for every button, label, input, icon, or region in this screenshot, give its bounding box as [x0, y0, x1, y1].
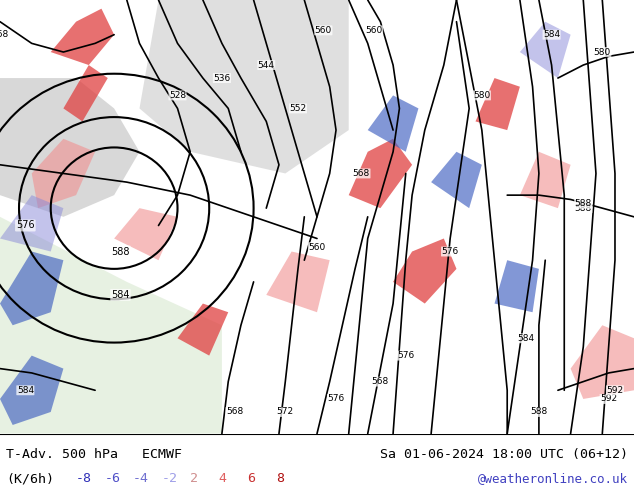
Text: 560: 560 [314, 26, 332, 35]
Polygon shape [520, 22, 571, 78]
Polygon shape [571, 325, 634, 399]
Polygon shape [431, 152, 482, 208]
Polygon shape [349, 139, 412, 208]
Text: 584: 584 [16, 386, 34, 395]
Text: 588: 588 [574, 199, 592, 208]
Polygon shape [520, 152, 571, 208]
Text: @weatheronline.co.uk: @weatheronline.co.uk [477, 472, 628, 486]
Text: 576: 576 [397, 351, 415, 360]
Text: -4: -4 [133, 472, 149, 486]
Text: 592: 592 [600, 394, 618, 403]
Text: 6: 6 [247, 472, 256, 486]
Polygon shape [495, 260, 539, 312]
Text: Sa 01-06-2024 18:00 UTC (06+12): Sa 01-06-2024 18:00 UTC (06+12) [380, 448, 628, 461]
Polygon shape [0, 356, 63, 425]
Text: 584: 584 [543, 30, 560, 39]
Text: 584: 584 [111, 290, 130, 300]
Text: 580: 580 [473, 91, 491, 100]
Text: 576: 576 [441, 247, 459, 256]
Polygon shape [114, 208, 178, 260]
Polygon shape [0, 217, 222, 434]
Polygon shape [178, 304, 228, 356]
Polygon shape [368, 96, 418, 152]
Text: 560: 560 [365, 26, 383, 35]
Polygon shape [0, 251, 63, 325]
Polygon shape [51, 9, 114, 65]
Text: 588: 588 [530, 408, 548, 416]
Text: -2: -2 [162, 472, 178, 486]
Polygon shape [63, 65, 108, 122]
Text: -6: -6 [105, 472, 120, 486]
Polygon shape [476, 78, 520, 130]
Polygon shape [32, 139, 95, 208]
Text: 584: 584 [517, 334, 535, 343]
Text: 2: 2 [190, 472, 198, 486]
Text: -8: -8 [76, 472, 92, 486]
Text: 544: 544 [258, 61, 275, 70]
Text: 576: 576 [327, 394, 345, 403]
Polygon shape [0, 78, 139, 217]
Polygon shape [0, 195, 63, 251]
Text: (K/6h): (K/6h) [6, 472, 55, 486]
Polygon shape [266, 251, 330, 312]
Text: 580: 580 [593, 48, 611, 56]
Text: 528: 528 [169, 91, 186, 100]
Text: 572: 572 [276, 408, 294, 416]
Polygon shape [139, 0, 349, 173]
Polygon shape [393, 239, 456, 304]
Text: T-Adv. 500 hPa   ECMWF: T-Adv. 500 hPa ECMWF [6, 448, 183, 461]
Text: 568: 568 [372, 377, 389, 386]
Text: 4: 4 [219, 472, 227, 486]
Text: 568: 568 [353, 169, 370, 178]
Text: 588: 588 [574, 204, 592, 213]
Text: 576: 576 [16, 220, 35, 230]
Text: 536: 536 [213, 74, 231, 82]
Text: 552: 552 [289, 104, 307, 113]
Text: 568: 568 [226, 408, 243, 416]
Text: 588: 588 [111, 246, 130, 257]
Text: 592: 592 [606, 386, 624, 395]
Text: 560: 560 [308, 243, 326, 252]
Text: 8: 8 [276, 472, 284, 486]
Text: 568: 568 [0, 30, 9, 39]
